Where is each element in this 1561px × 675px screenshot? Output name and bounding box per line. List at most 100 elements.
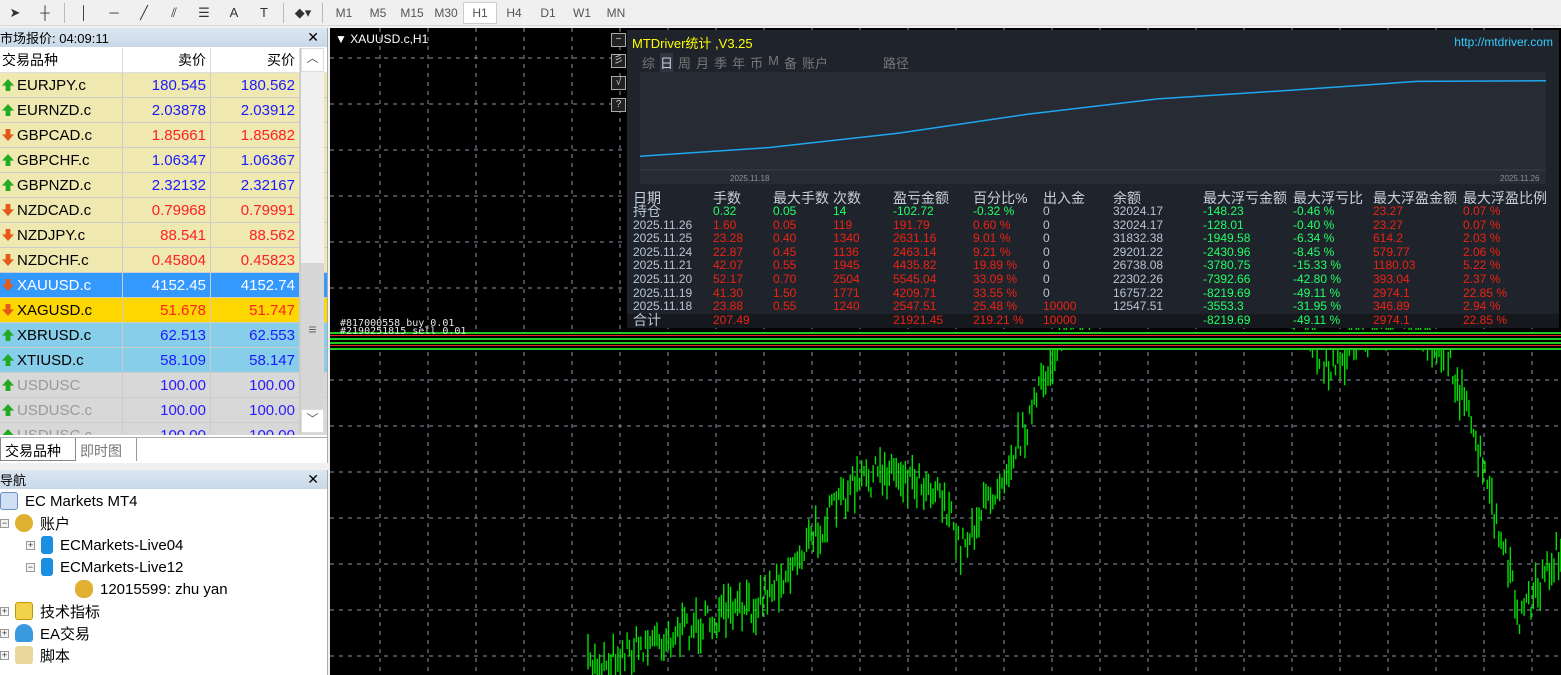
close-icon[interactable]: ✕ xyxy=(307,29,319,45)
symbol-row[interactable]: NZDCAD.c 0.79968 0.79991 xyxy=(0,198,327,223)
symbol-row[interactable]: USDUSC.c 100.00 100.00 xyxy=(0,423,327,435)
column-bid[interactable]: 卖价 xyxy=(123,48,211,72)
nav-accounts[interactable]: − 账户 xyxy=(0,514,71,533)
symbol-row[interactable]: GBPCAD.c 1.85661 1.85682 xyxy=(0,123,327,148)
symbol-name: XAUUSD.c xyxy=(17,276,92,294)
timeframe-d1[interactable]: D1 xyxy=(540,5,556,20)
nav-server-live04[interactable]: + ECMarkets-Live04 xyxy=(26,536,184,554)
stats-tab[interactable]: 备 xyxy=(783,56,797,71)
scroll-down-icon[interactable]: ﹀ xyxy=(301,409,324,433)
ask-price: 2.03912 xyxy=(211,98,300,122)
vertical-line-icon[interactable]: │ xyxy=(79,5,89,20)
style-button[interactable]: 彡 xyxy=(611,54,626,68)
stats-cell: 0.07 % xyxy=(1463,217,1501,232)
horizontal-line-icon[interactable]: ─ xyxy=(109,5,119,20)
collapse-icon[interactable]: − xyxy=(26,561,35,572)
check-button[interactable]: √ xyxy=(611,76,626,90)
stats-cell: 19.89 % xyxy=(973,258,1018,273)
minimize-button[interactable]: − xyxy=(611,33,626,47)
tab-symbols[interactable]: 交易品种 xyxy=(0,438,76,461)
symbol-row[interactable]: XBRUSD.c 62.513 62.553 xyxy=(0,323,327,348)
trendline-icon[interactable]: ╱ xyxy=(140,4,148,20)
expand-icon[interactable]: + xyxy=(0,605,9,616)
nav-server-live12[interactable]: − ECMarkets-Live12 xyxy=(26,558,184,576)
expand-icon[interactable]: + xyxy=(26,539,35,550)
stats-header: 百分比% xyxy=(973,190,1028,206)
stats-tab[interactable]: 年 xyxy=(732,56,746,71)
symbol-row[interactable]: NZDCHF.c 0.45804 0.45823 xyxy=(0,248,327,273)
collapse-icon[interactable]: − xyxy=(0,517,9,528)
symbol-row[interactable]: XAUUSD.c 4152.45 4152.74 xyxy=(0,273,327,298)
market-watch-scrollbar[interactable]: ︿ ≡ ﹀ xyxy=(300,48,324,433)
timeframe-m15[interactable]: M15 xyxy=(400,5,424,20)
symbol-row[interactable]: USDUSC 100.00 100.00 xyxy=(0,373,327,398)
text-icon[interactable]: A xyxy=(229,5,239,20)
symbol-row[interactable]: EURNZD.c 2.03878 2.03912 xyxy=(0,98,327,123)
nav-root[interactable]: EC Markets MT4 xyxy=(0,490,138,512)
price-chart[interactable]: #817000558 buy 0.01 #2190251815 sell 0.01… xyxy=(330,28,1561,675)
column-ask[interactable]: 买价 xyxy=(211,48,300,72)
symbol-row[interactable]: USDUSC.c 100.00 100.00 xyxy=(0,398,327,423)
stats-tabs: 综日周月季年币 M 备账户 路径 xyxy=(642,53,909,72)
stats-cell: -102.72 xyxy=(893,204,934,218)
symbol-row[interactable]: XAGUSD.c 51.678 51.747 xyxy=(0,298,327,323)
stats-cell: 1.60 xyxy=(713,217,737,232)
equity-curve xyxy=(640,80,1546,158)
stats-url-link[interactable]: http://mtdriver.com xyxy=(1454,35,1553,49)
symbol-name: NZDCAD.c xyxy=(17,201,92,219)
help-button[interactable]: ? xyxy=(611,98,626,112)
stats-tab[interactable]: 月 xyxy=(696,56,710,71)
stats-tab[interactable]: 账户 xyxy=(801,56,828,71)
nav-scripts[interactable]: + 脚本 xyxy=(0,646,71,665)
expand-icon[interactable]: + xyxy=(0,649,9,660)
symbol-row[interactable]: NZDJPY.c 88.541 88.562 xyxy=(0,223,327,248)
crosshair-icon[interactable]: ┼ xyxy=(40,5,50,20)
close-icon[interactable]: ✕ xyxy=(307,471,319,487)
symbol-row[interactable]: GBPCHF.c 1.06347 1.06367 xyxy=(0,148,327,173)
symbol-row[interactable]: XTIUSD.c 58.109 58.147 xyxy=(0,348,327,373)
timeframe-h4[interactable]: H4 xyxy=(506,5,522,20)
bid-price: 100.00 xyxy=(123,423,211,435)
stats-tab[interactable]: 综 xyxy=(642,56,656,71)
stats-cell: 0 xyxy=(1043,244,1050,259)
ask-price: 0.79991 xyxy=(211,198,300,222)
navigator-header: 导航 ✕ xyxy=(0,470,327,489)
stats-tab[interactable]: 日 xyxy=(660,53,674,72)
timeframe-mn[interactable]: MN xyxy=(606,5,626,20)
nav-account[interactable]: 12015599: zhu yan xyxy=(75,578,228,600)
expand-icon[interactable]: + xyxy=(0,627,9,638)
label-icon[interactable]: T xyxy=(260,5,268,20)
fibonacci-icon[interactable]: ⫽ xyxy=(171,4,177,20)
timeframe-h1[interactable]: H1 xyxy=(463,1,497,24)
stats-cell: 0.45 xyxy=(773,244,797,259)
stats-tab[interactable]: 路径 xyxy=(882,56,909,71)
stats-tab[interactable]: 季 xyxy=(714,56,728,71)
stats-cell: 1180.03 xyxy=(1373,258,1416,273)
stats-cell: 393.04 xyxy=(1373,272,1410,286)
timeframe-m1[interactable]: M1 xyxy=(335,5,353,20)
scrollbar-thumb[interactable]: ≡ xyxy=(301,263,324,413)
stats-tab[interactable]: 币 xyxy=(750,56,764,71)
bid-price: 51.678 xyxy=(123,298,211,322)
tab-tick-chart[interactable]: 即时图 xyxy=(76,438,137,461)
nav-experts[interactable]: + EA交易 xyxy=(0,624,91,643)
timeframe-m5[interactable]: M5 xyxy=(369,5,387,20)
cursor-icon[interactable]: ➤ xyxy=(9,4,21,20)
timeframe-w1[interactable]: W1 xyxy=(573,5,591,20)
channel-icon[interactable]: ☰ xyxy=(198,4,210,20)
symbol-row[interactable]: GBPNZD.c 2.32132 2.32167 xyxy=(0,173,327,198)
shapes-icon[interactable]: ◆▾ xyxy=(294,4,312,20)
nav-indicators[interactable]: + 技术指标 xyxy=(0,602,101,621)
column-symbol[interactable]: 交易品种 xyxy=(0,48,123,72)
stats-cell: 346.89 xyxy=(1373,299,1410,314)
symbol-name: NZDCHF.c xyxy=(17,251,89,269)
stats-cell: 0 xyxy=(1043,204,1050,218)
stats-tab[interactable]: 周 xyxy=(678,56,692,71)
symbol-row[interactable]: EURJPY.c 180.545 180.562 xyxy=(0,73,327,98)
arrow-down-icon xyxy=(2,229,14,241)
stats-total-cell: 10000 xyxy=(1043,313,1077,327)
stats-tab[interactable]: M xyxy=(768,53,779,68)
stats-cell: 0.05 xyxy=(773,217,797,232)
scroll-up-icon[interactable]: ︿ xyxy=(301,48,324,72)
timeframe-m30[interactable]: M30 xyxy=(434,5,458,20)
